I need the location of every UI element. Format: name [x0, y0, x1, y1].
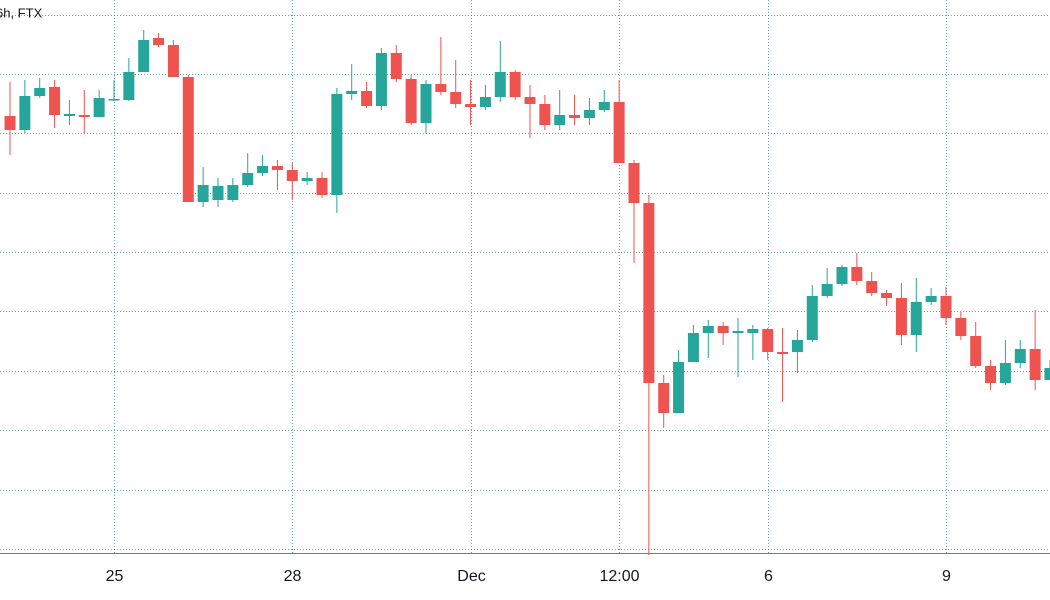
candle-body	[153, 38, 165, 45]
candle-body	[93, 98, 105, 117]
candle-body	[806, 296, 818, 340]
candle-body	[717, 326, 729, 333]
candle-body	[524, 97, 536, 104]
candle-body	[554, 115, 566, 125]
candle-body	[167, 45, 179, 77]
candle-body	[316, 178, 328, 195]
candle-body	[687, 333, 699, 362]
candle-body	[569, 115, 581, 118]
candle-body	[970, 336, 982, 366]
candle-body	[108, 99, 120, 101]
candle-body	[702, 326, 714, 333]
candle-body	[895, 298, 907, 335]
candles	[4, 30, 1050, 555]
candle-body	[732, 331, 744, 333]
candle-body	[851, 267, 863, 281]
candle-body	[509, 72, 521, 97]
candle-body	[465, 104, 477, 107]
x-tick-label: Dec	[457, 568, 485, 585]
candle-body	[123, 72, 135, 100]
candle-body	[1029, 349, 1041, 380]
candle-body	[346, 91, 358, 94]
candle-body	[375, 53, 387, 106]
candle-body	[539, 104, 551, 125]
candle-body	[1044, 368, 1050, 380]
candle-body	[242, 173, 254, 185]
candle-body	[598, 102, 610, 110]
candle-body	[450, 92, 462, 104]
candle-body	[78, 115, 90, 117]
x-axis: 25 28 Dec 12:00 6 9	[106, 568, 951, 585]
candle-body	[4, 116, 16, 130]
candle-body	[197, 185, 209, 202]
candle-body	[63, 114, 75, 116]
candle-body	[583, 110, 595, 118]
x-tick-label: 28	[284, 568, 302, 585]
candle-body	[182, 77, 194, 202]
candle-body	[212, 186, 224, 200]
candle-body	[925, 296, 937, 302]
x-tick-label: 25	[106, 568, 124, 585]
chart-title: 6h, FTX	[0, 5, 43, 20]
candle-body	[613, 102, 625, 163]
candle-body	[405, 79, 417, 123]
candle-body	[955, 318, 967, 336]
candle-body	[821, 284, 833, 296]
candle-body	[301, 178, 313, 181]
candle-body	[257, 166, 269, 173]
candle-body	[762, 329, 774, 352]
x-tick-label: 9	[942, 568, 951, 585]
candle-body	[881, 293, 893, 298]
x-tick-label: 6	[764, 568, 773, 585]
candle-body	[985, 366, 997, 383]
candle-body	[19, 96, 31, 130]
candle-body	[138, 40, 150, 72]
candle-body	[420, 84, 432, 123]
candle-body	[361, 91, 373, 106]
x-tick-label: 12:00	[599, 568, 639, 585]
candle-body	[999, 363, 1011, 383]
candle-body	[940, 296, 952, 318]
candle-body	[479, 97, 491, 107]
candle-body	[658, 383, 670, 413]
candle-body	[866, 281, 878, 293]
candle-body	[331, 94, 343, 195]
candle-body	[643, 203, 655, 383]
candle-body	[777, 352, 789, 354]
candle-body	[435, 84, 447, 92]
candle-body	[227, 185, 239, 200]
candle-body	[910, 302, 922, 335]
candle-body	[34, 88, 46, 96]
candle-body	[747, 329, 759, 333]
candle-body	[286, 170, 298, 181]
candle-body	[836, 267, 848, 284]
candle-body	[49, 87, 61, 115]
candle-body	[673, 362, 685, 413]
candle-body	[1014, 349, 1026, 363]
candle-body	[494, 72, 506, 97]
candle-body	[628, 163, 640, 203]
candle-body	[390, 53, 402, 79]
candle-body	[271, 166, 283, 170]
candle-body	[791, 340, 803, 352]
